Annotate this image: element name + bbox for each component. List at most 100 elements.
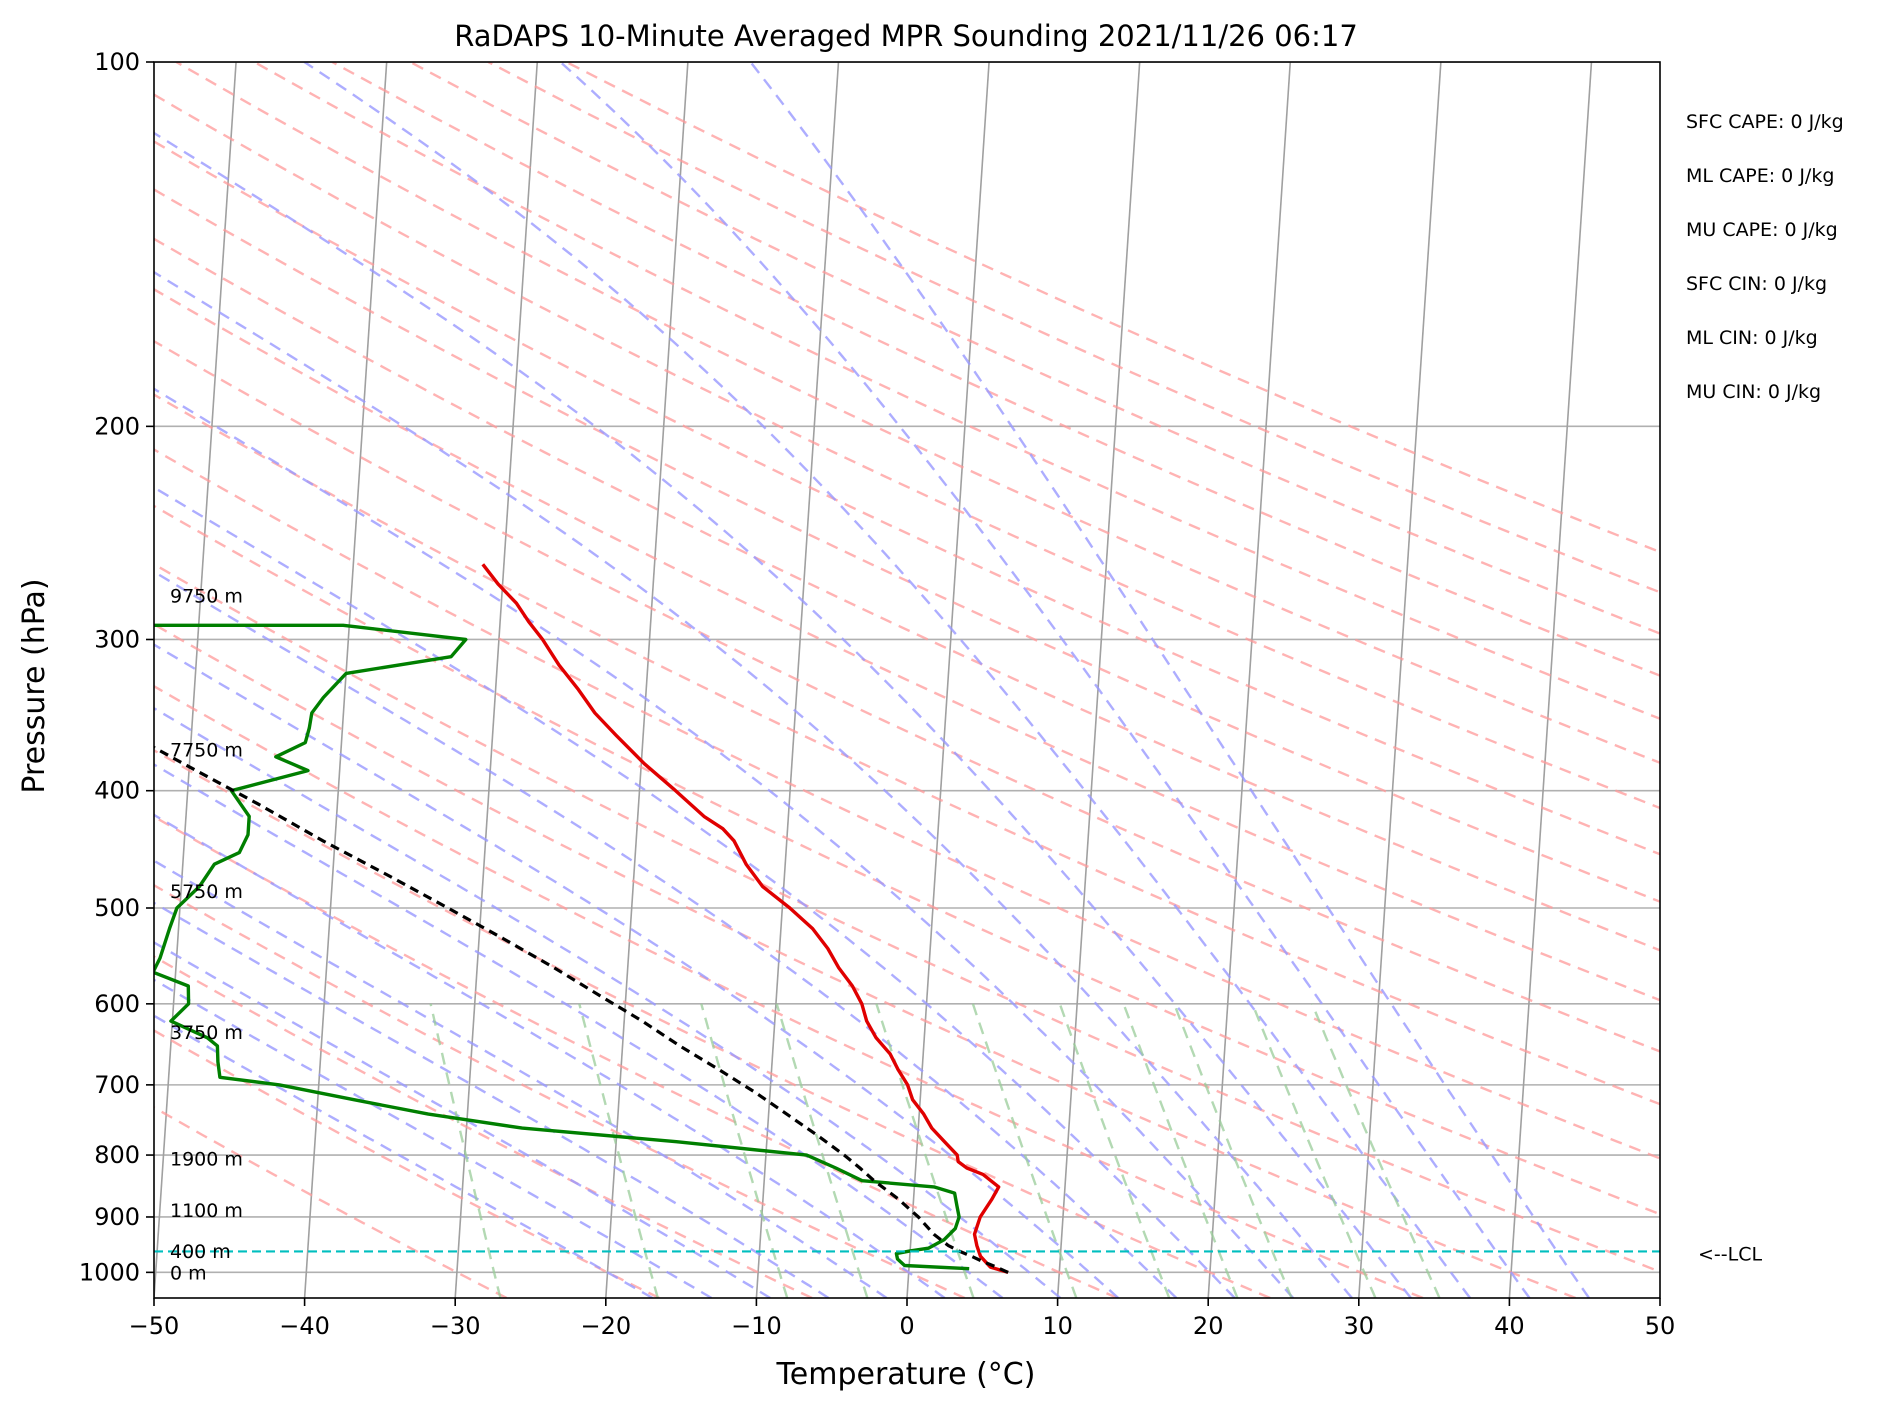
dry-adiabat-line bbox=[154, 562, 1660, 1274]
moist-adiabat-line bbox=[154, 813, 946, 1298]
y-tick-label: 200 bbox=[94, 412, 140, 440]
mixing-ratio-line bbox=[429, 1003, 502, 1298]
isotherm-line bbox=[1508, 62, 1593, 1298]
dry-adiabat-line bbox=[565, 62, 1660, 554]
height-label: 3750 m bbox=[170, 1022, 243, 1044]
moist-adiabat-line bbox=[559, 62, 1531, 1298]
x-tick-label: −20 bbox=[580, 1312, 631, 1340]
moist-adiabat-line bbox=[154, 270, 1353, 1298]
dry-adiabat-line bbox=[331, 62, 1660, 677]
y-tick-label: 800 bbox=[94, 1141, 140, 1169]
index-label: ML CAPE: 0 J/kg bbox=[1686, 165, 1834, 187]
dry-adiabat-line bbox=[154, 188, 1660, 903]
y-tick-label: 300 bbox=[94, 625, 140, 653]
y-tick-label: 100 bbox=[94, 48, 140, 76]
y-tick-label: 900 bbox=[94, 1203, 140, 1231]
index-label: MU CIN: 0 J/kg bbox=[1686, 381, 1821, 403]
moist-adiabat-line bbox=[154, 859, 888, 1298]
isotherm-line bbox=[1056, 62, 1141, 1298]
isotherm-line bbox=[1358, 62, 1442, 1298]
dry-adiabat-line bbox=[154, 237, 1660, 952]
isotherm-line bbox=[1659, 1285, 1660, 1298]
y-axis-title: Pressure (hPa) bbox=[17, 578, 52, 793]
x-tick-label: 40 bbox=[1494, 1312, 1525, 1340]
x-tick-label: −10 bbox=[731, 1312, 782, 1340]
moist-adiabat-line bbox=[154, 706, 1062, 1298]
isotherm-line bbox=[906, 62, 990, 1298]
dry-adiabat-line bbox=[154, 448, 1660, 1160]
height-label: 400 m bbox=[170, 1241, 231, 1263]
y-tick-label: 700 bbox=[94, 1071, 140, 1099]
mixing-ratio-line bbox=[1122, 1003, 1239, 1298]
dry-adiabat-line bbox=[154, 1106, 508, 1298]
index-label: SFC CIN: 0 J/kg bbox=[1686, 273, 1827, 295]
moist-adiabat-line bbox=[749, 62, 1590, 1298]
dry-adiabat-line bbox=[154, 93, 1660, 810]
x-tick-label: 50 bbox=[1645, 1312, 1676, 1340]
mixing-ratio-line bbox=[700, 1003, 789, 1298]
dry-adiabat-line bbox=[154, 339, 1660, 1053]
moist-adiabat-line bbox=[154, 131, 1412, 1298]
chart-title: RaDAPS 10-Minute Averaged MPR Sounding 2… bbox=[454, 19, 1358, 53]
mixing-ratio-line bbox=[875, 1003, 975, 1298]
moist-adiabat-line bbox=[154, 901, 830, 1298]
moist-adiabat-line bbox=[154, 643, 1120, 1298]
y-tick-label: 1000 bbox=[79, 1258, 140, 1286]
height-label: 0 m bbox=[170, 1262, 207, 1284]
x-tick-label: 10 bbox=[1042, 1312, 1073, 1340]
x-tick-label: 0 bbox=[899, 1312, 914, 1340]
x-tick-label: 30 bbox=[1344, 1312, 1375, 1340]
height-label: 1900 m bbox=[170, 1148, 243, 1170]
isotherm-line bbox=[303, 62, 388, 1298]
dry-adiabat-line bbox=[253, 62, 1660, 720]
moist-adiabat-line bbox=[154, 570, 1178, 1298]
y-tick-label: 500 bbox=[94, 894, 140, 922]
lcl-label: <--LCL bbox=[1698, 1243, 1762, 1265]
dry-adiabat-line bbox=[154, 748, 1271, 1298]
mixing-ratio-line bbox=[1251, 1003, 1377, 1298]
dry-adiabat-line bbox=[154, 287, 1660, 1002]
dry-adiabat-line bbox=[154, 504, 1660, 1216]
mixing-ratio-line bbox=[775, 1003, 869, 1298]
index-label: ML CIN: 0 J/kg bbox=[1686, 327, 1818, 349]
y-tick-label: 400 bbox=[94, 777, 140, 805]
dewpoint-series-line bbox=[154, 623, 970, 1271]
mixing-ratio-line bbox=[1173, 1003, 1293, 1298]
moist-adiabat-line bbox=[154, 486, 1236, 1298]
temperature-series-line bbox=[481, 563, 1009, 1275]
dry-adiabat-line bbox=[154, 883, 966, 1298]
dry-adiabat-line bbox=[487, 62, 1660, 594]
isotherm-line bbox=[1207, 62, 1292, 1298]
dry-adiabat-line bbox=[154, 955, 813, 1298]
mixing-ratio-line bbox=[578, 1003, 659, 1298]
height-label: 1100 m bbox=[170, 1200, 243, 1222]
mixing-ratio-line bbox=[971, 1003, 1078, 1298]
x-tick-label: −30 bbox=[430, 1312, 481, 1340]
sounding-series bbox=[154, 563, 1009, 1275]
index-label: MU CAPE: 0 J/kg bbox=[1686, 219, 1838, 241]
parcel-profile-series-line bbox=[154, 745, 1009, 1274]
reference-lines bbox=[154, 62, 1660, 1298]
x-tick-label: 20 bbox=[1193, 1312, 1224, 1340]
dry-adiabat-line bbox=[154, 815, 1118, 1298]
moist-adiabat-line bbox=[154, 978, 713, 1298]
moist-adiabat-line bbox=[154, 1014, 654, 1298]
dry-adiabat-line bbox=[154, 1029, 660, 1298]
height-label: 9750 m bbox=[170, 586, 243, 608]
index-label: SFC CAPE: 0 J/kg bbox=[1686, 111, 1844, 133]
dry-adiabat-line bbox=[154, 684, 1424, 1298]
y-tick-label: 600 bbox=[94, 990, 140, 1018]
height-label: 5750 m bbox=[170, 881, 243, 903]
x-axis-title: Temperature (°C) bbox=[776, 1357, 1036, 1392]
dry-adiabat-line bbox=[154, 393, 1660, 1106]
moist-adiabat-line bbox=[154, 941, 771, 1298]
moist-adiabat-line bbox=[154, 763, 1004, 1298]
height-label: 7750 m bbox=[170, 740, 243, 762]
mixing-ratio-line bbox=[1310, 1003, 1441, 1298]
isotherm-line bbox=[454, 62, 539, 1298]
dry-adiabat-line bbox=[154, 622, 1577, 1298]
isotherm-line bbox=[154, 62, 237, 1298]
isotherm-line bbox=[605, 62, 689, 1298]
